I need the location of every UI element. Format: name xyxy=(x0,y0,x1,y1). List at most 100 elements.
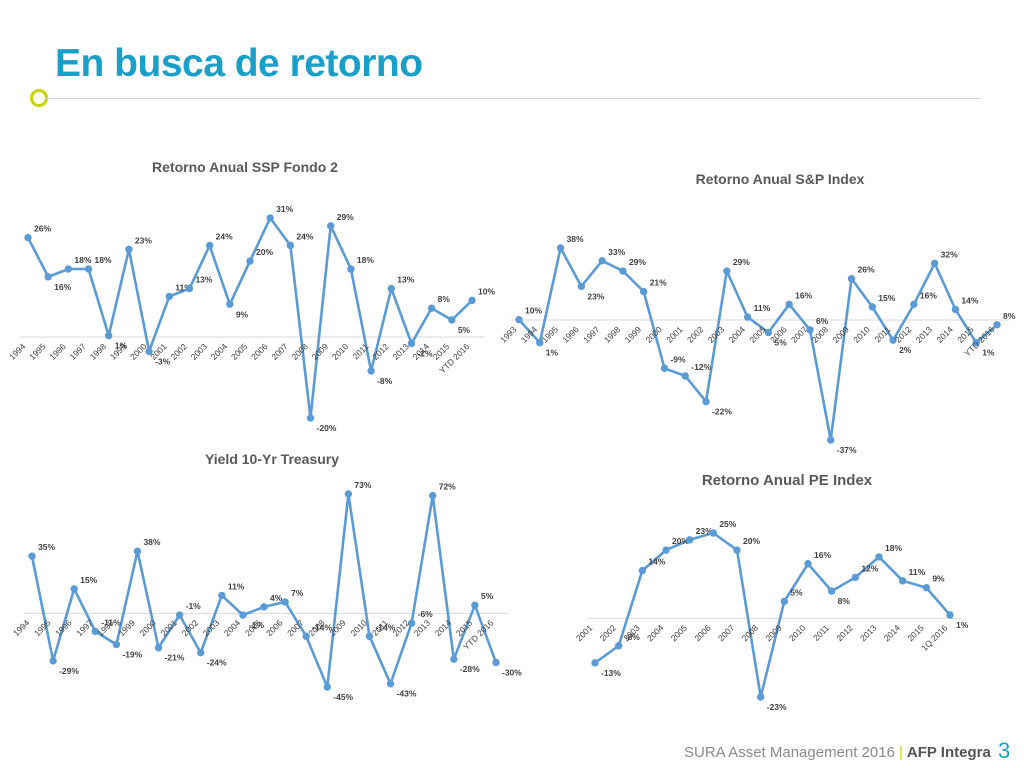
x-tick-label: 2002 xyxy=(168,341,189,362)
data-point xyxy=(281,598,289,606)
data-point xyxy=(145,347,153,356)
data-point xyxy=(468,296,476,305)
x-tick-label: 1996 xyxy=(47,341,68,362)
x-tick-label: 1999 xyxy=(623,324,644,345)
x-tick-label: 2007 xyxy=(716,623,737,644)
data-label: 33% xyxy=(608,247,625,257)
data-point xyxy=(851,573,860,582)
chart-ssp-fondo-2: Retorno Anual SSP Fondo 226%199416%19951… xyxy=(7,159,495,433)
data-point xyxy=(709,529,718,537)
data-point xyxy=(70,585,78,593)
data-point xyxy=(733,546,741,554)
data-point xyxy=(743,313,752,321)
data-point xyxy=(660,364,669,373)
data-label: 24% xyxy=(216,231,233,241)
data-label: -3% xyxy=(155,356,171,366)
data-label: 7% xyxy=(291,588,304,598)
data-label: -20% xyxy=(317,423,337,433)
data-label: -28% xyxy=(460,664,480,674)
data-point xyxy=(286,241,295,250)
x-tick-label: 1997 xyxy=(581,324,602,345)
x-tick-label: 1994 xyxy=(11,618,32,639)
data-point xyxy=(407,619,416,627)
data-point xyxy=(639,287,648,296)
data-point xyxy=(785,300,793,309)
page-number: 3 xyxy=(998,738,1011,763)
data-label: 14% xyxy=(648,557,665,567)
data-label: 2% xyxy=(899,345,912,355)
series-line xyxy=(26,216,473,420)
chart-pe-index: Retorno Anual PE Index -13% 2001 -8% 2002 14%… xyxy=(574,472,969,712)
data-point xyxy=(327,222,335,230)
footer-brand: AFP Integra xyxy=(906,744,991,761)
data-point xyxy=(260,603,268,611)
data-label: 15% xyxy=(878,293,895,303)
data-label: -24% xyxy=(207,658,227,668)
x-tick-label: 2005 xyxy=(747,324,768,345)
x-tick-label: 1998 xyxy=(602,324,623,345)
data-label: 18% xyxy=(74,255,91,265)
data-point xyxy=(448,316,456,324)
data-label: 29% xyxy=(337,212,354,222)
data-point xyxy=(889,336,897,344)
data-label: 25% xyxy=(719,519,736,529)
data-point xyxy=(577,282,586,291)
data-point xyxy=(875,553,883,561)
data-point xyxy=(638,566,647,575)
data-label: 1% xyxy=(115,341,128,351)
data-label: 73% xyxy=(354,480,371,490)
chart-sp-index: Retorno Anual S&P Index10%19931%199438%1… xyxy=(498,171,1016,455)
data-label: 16% xyxy=(795,290,812,300)
data-point xyxy=(28,552,36,560)
data-point xyxy=(365,632,374,640)
data-point xyxy=(91,627,99,636)
data-label: 1% xyxy=(546,348,559,358)
data-label: 4% xyxy=(270,593,283,603)
x-tick-label: 2013 xyxy=(858,623,879,644)
data-label: 72% xyxy=(439,482,456,492)
data-point xyxy=(105,331,113,340)
x-tick-label: 2012 xyxy=(370,341,391,362)
data-point xyxy=(306,414,315,422)
data-point xyxy=(723,267,731,275)
data-label: 11% xyxy=(909,567,926,577)
data-point xyxy=(898,577,907,585)
data-label: -13% xyxy=(601,668,621,678)
x-tick-label: 2001 xyxy=(574,623,595,644)
data-point xyxy=(407,339,416,348)
x-tick-label: 2008 xyxy=(740,623,761,644)
slide-title: En busca de retorno xyxy=(55,42,423,85)
data-point xyxy=(685,536,694,544)
x-tick-label: 1996 xyxy=(53,618,74,639)
data-point xyxy=(556,244,565,252)
data-point xyxy=(847,275,856,283)
data-point xyxy=(266,214,274,222)
data-label: 32% xyxy=(941,249,958,259)
x-tick-label: 1995 xyxy=(27,341,48,362)
data-point xyxy=(492,658,500,667)
data-label: 13% xyxy=(195,275,212,285)
data-label: 10% xyxy=(478,286,495,296)
data-label: -11% xyxy=(101,617,121,627)
x-tick-label: 2006 xyxy=(249,341,270,362)
data-label: 29% xyxy=(733,257,750,267)
data-point xyxy=(868,303,877,311)
data-point xyxy=(598,257,606,265)
footer: SURA Asset Management 2016 | AFP Integra xyxy=(684,744,991,761)
data-label: 23% xyxy=(135,235,152,245)
data-label: 11% xyxy=(754,303,771,313)
data-label: 10% xyxy=(525,306,542,316)
x-tick-label: 2009 xyxy=(830,324,851,345)
data-point xyxy=(175,611,184,619)
data-point xyxy=(946,611,954,619)
x-tick-label: 2005 xyxy=(229,341,250,362)
data-label: 16% xyxy=(814,550,831,560)
x-tick-label: 2004 xyxy=(727,324,748,345)
data-label: -45% xyxy=(333,692,353,702)
data-label: 12% xyxy=(861,563,878,573)
data-point xyxy=(154,644,163,652)
x-tick-label: 1997 xyxy=(74,618,95,639)
data-point xyxy=(49,657,57,665)
data-label: 18% xyxy=(357,255,374,265)
data-label: -6% xyxy=(418,609,434,619)
